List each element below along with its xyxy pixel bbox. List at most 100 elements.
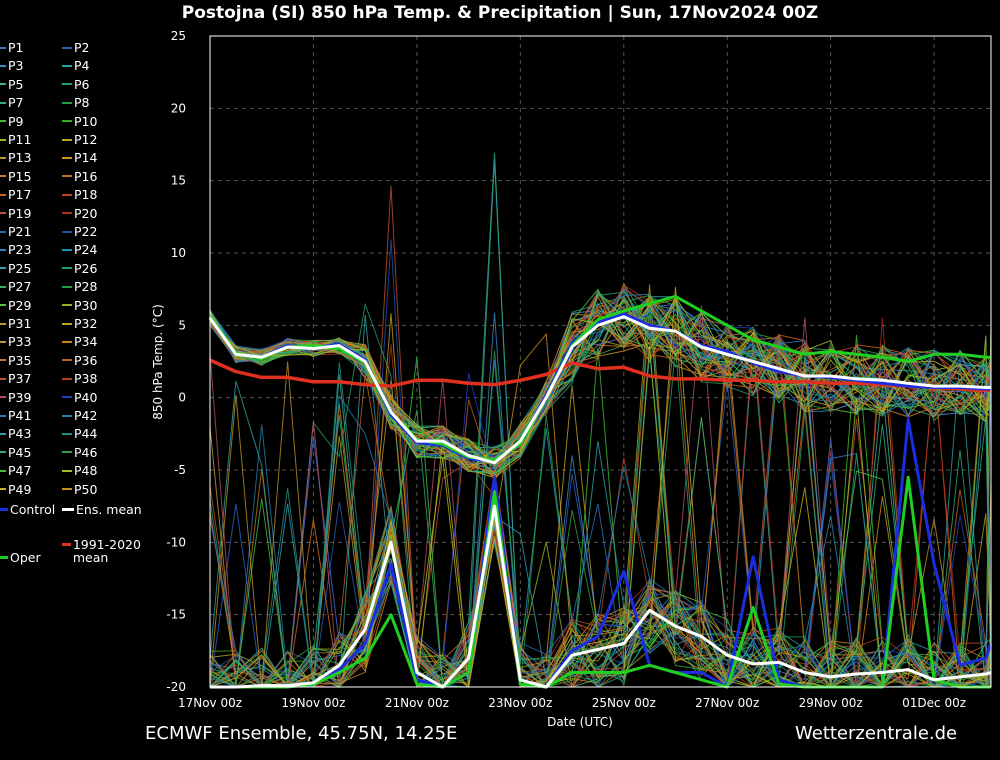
legend-label: 1991-2020 mean	[72, 537, 141, 565]
legend-swatch	[62, 120, 72, 123]
legend-item-p7: P7	[0, 95, 24, 110]
legend-swatch	[62, 340, 72, 343]
legend-item-p36: P36	[62, 353, 97, 368]
legend-label: P45	[8, 444, 32, 460]
legend-swatch	[0, 64, 6, 67]
legend-label: P29	[8, 297, 32, 313]
series-line-ens-mean-precipitation	[210, 504, 992, 689]
legend-item-p50: P50	[62, 482, 97, 497]
legend-swatch	[62, 46, 72, 49]
legend-item-p49: P49	[0, 482, 31, 497]
legend-item-p26: P26	[62, 261, 97, 276]
y-tick-label: -20	[166, 680, 186, 694]
x-tick-label: 17Nov 00z	[178, 696, 242, 710]
legend-label: P23	[8, 242, 32, 258]
legend-label: P33	[8, 334, 32, 350]
plot-frame	[209, 35, 992, 688]
legend-swatch	[62, 304, 72, 307]
legend-item-p17: P17	[0, 187, 31, 202]
legend-label: P5	[8, 76, 24, 92]
x-tick-label: 29Nov 00z	[799, 696, 863, 710]
legend-item-p3: P3	[0, 58, 24, 73]
legend-item-p8: P8	[62, 95, 90, 110]
x-tick-label: 01Dec 00z	[902, 696, 966, 710]
legend-swatch	[0, 175, 6, 178]
legend-swatch	[62, 359, 72, 362]
legend-label: P7	[8, 95, 24, 111]
legend-item-p43: P43	[0, 426, 31, 441]
legend-label: P38	[74, 371, 98, 387]
legend-item-p28: P28	[62, 279, 97, 294]
y-axis-label: 850 hPa Temp. (°C)	[151, 304, 165, 420]
legend-swatch	[0, 377, 6, 380]
x-tick-label: 25Nov 00z	[592, 696, 656, 710]
legend-label: P9	[8, 113, 24, 129]
legend-label: P19	[8, 205, 32, 221]
legend-item-p32: P32	[62, 316, 97, 331]
legend-swatch	[62, 175, 72, 178]
y-tick-label: -15	[166, 608, 186, 622]
legend-swatch	[62, 193, 72, 196]
legend-swatch	[0, 267, 6, 270]
series-line-ens-mean-temperature	[208, 315, 991, 465]
legend-item-clim-mean: 1991-2020 mean	[62, 538, 152, 564]
legend-label: P4	[74, 58, 90, 74]
legend-swatch	[0, 508, 8, 511]
legend-swatch	[62, 469, 72, 472]
legend-label: P10	[74, 113, 98, 129]
legend-swatch	[0, 340, 6, 343]
legend-item-p27: P27	[0, 279, 31, 294]
legend-item-p5: P5	[0, 77, 24, 92]
legend-label: P24	[74, 242, 98, 258]
legend-item-p4: P4	[62, 58, 90, 73]
legend-item-oper: Oper	[0, 550, 41, 565]
legend-item-p15: P15	[0, 169, 31, 184]
legend-item-ens-mean: Ens. mean	[62, 502, 142, 517]
legend-label: P49	[8, 481, 32, 497]
legend-swatch	[62, 396, 72, 399]
legend-swatch	[62, 212, 72, 215]
legend-swatch	[0, 414, 6, 417]
legend-item-p46: P46	[62, 445, 97, 460]
legend-swatch	[62, 64, 72, 67]
legend-item-p31: P31	[0, 316, 31, 331]
legend-label: P43	[8, 426, 32, 442]
legend-label: P21	[8, 224, 32, 239]
x-tick-label: 21Nov 00z	[385, 696, 449, 710]
member-precip-line	[210, 318, 992, 688]
y-tick-label: 20	[171, 101, 186, 115]
legend-item-p47: P47	[0, 463, 31, 478]
legend-label: Ens. mean	[76, 502, 142, 517]
legend-label: P15	[8, 168, 32, 184]
main-lines	[208, 294, 993, 689]
legend-item-p40: P40	[62, 390, 97, 405]
legend-item-p6: P6	[62, 77, 90, 92]
legend-label: P47	[8, 463, 32, 479]
member-precip-line	[210, 336, 992, 688]
legend-item-p44: P44	[62, 426, 97, 441]
series-line-oper-temperature	[208, 294, 991, 462]
legend-swatch	[62, 451, 72, 454]
legend-label: P1	[8, 40, 24, 55]
chart-title: Postojna (SI) 850 hPa Temp. & Precipitat…	[181, 3, 819, 23]
legend-swatch	[0, 212, 6, 215]
legend-item-p19: P19	[0, 206, 31, 221]
y-tick-label: 10	[171, 246, 186, 260]
legend-item-p48: P48	[62, 463, 97, 478]
legend-label: P16	[74, 168, 98, 184]
legend-label: Oper	[10, 550, 41, 565]
legend-label: P18	[74, 187, 98, 203]
legend-swatch	[62, 488, 72, 491]
member-precip-line	[209, 185, 992, 689]
legend-item-p37: P37	[0, 371, 31, 386]
legend-swatch	[0, 138, 6, 141]
x-axis-label: Date (UTC)	[547, 715, 613, 729]
legend-item-p13: P13	[0, 150, 31, 165]
legend-swatch	[0, 46, 6, 49]
legend-swatch	[62, 138, 72, 141]
legend-item-p38: P38	[62, 371, 97, 386]
y-tick-label: -5	[174, 463, 186, 477]
member-precip-line	[209, 372, 992, 689]
member-lines	[209, 152, 992, 689]
legend-item-p34: P34	[62, 334, 97, 349]
